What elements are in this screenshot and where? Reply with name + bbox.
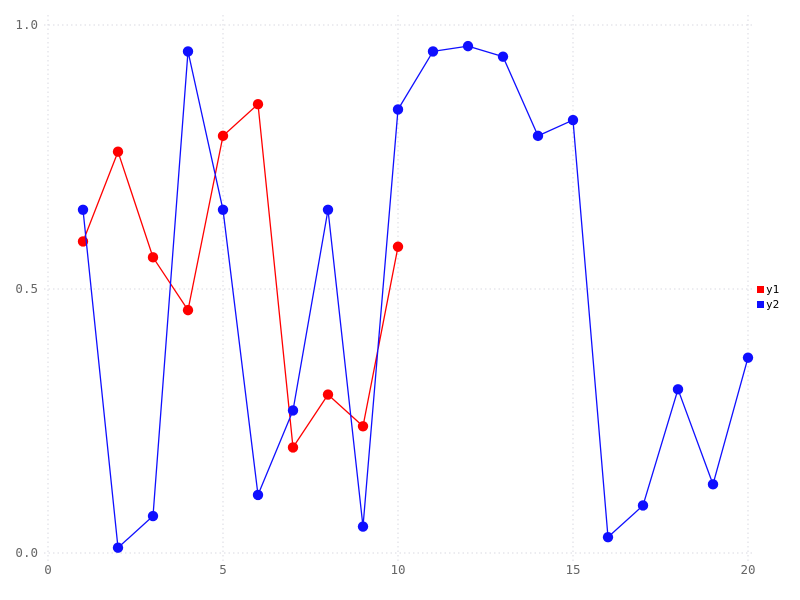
x-tick-label: 15 [565, 562, 580, 577]
data-point-y1 [147, 252, 159, 263]
data-point-y2 [147, 510, 159, 522]
data-point-y2 [77, 204, 89, 215]
data-point-y2 [392, 104, 404, 115]
y-tick-label: 0.0 [15, 545, 38, 560]
data-point-y2 [707, 479, 719, 490]
data-point-y2 [287, 405, 299, 416]
legend: y1 y2 [757, 282, 779, 312]
data-point-y1 [112, 146, 124, 157]
data-point-y1 [287, 442, 299, 453]
legend-item-y2: y2 [757, 297, 779, 312]
data-point-y2 [427, 46, 439, 57]
data-point-y1 [182, 304, 194, 316]
data-point-y2 [462, 40, 474, 52]
data-point-y1 [392, 241, 404, 252]
data-point-y2 [637, 500, 649, 511]
x-tick-label: 0 [44, 562, 52, 577]
data-point-y2 [602, 531, 614, 543]
data-point-y1 [217, 130, 229, 142]
data-point-y2 [252, 489, 264, 501]
data-point-y2 [742, 352, 754, 363]
legend-swatch-y1-icon [757, 286, 764, 293]
legend-item-y1: y1 [757, 282, 779, 297]
data-point-y2 [182, 46, 194, 57]
data-point-y1 [357, 421, 369, 432]
data-point-y2 [567, 114, 579, 126]
data-point-y2 [532, 130, 544, 142]
data-point-y2 [322, 204, 334, 215]
series-line-y1 [82, 103, 399, 449]
series-line-y2 [82, 45, 749, 549]
legend-label-y2: y2 [766, 298, 780, 311]
legend-swatch-y2-icon [757, 301, 764, 308]
y-tick-label: 1.0 [15, 17, 38, 32]
y-tick-label: 0.5 [15, 281, 38, 296]
x-tick-label: 5 [219, 562, 227, 577]
data-point-y2 [672, 384, 684, 395]
data-point-y2 [217, 204, 229, 215]
data-point-y1 [252, 99, 264, 110]
data-point-y2 [112, 542, 124, 553]
x-tick-label: 10 [390, 562, 405, 577]
data-point-y1 [322, 389, 334, 400]
x-tick-label: 20 [740, 562, 755, 577]
data-point-y2 [497, 51, 509, 62]
data-point-y2 [357, 521, 369, 532]
legend-label-y1: y1 [766, 283, 780, 296]
